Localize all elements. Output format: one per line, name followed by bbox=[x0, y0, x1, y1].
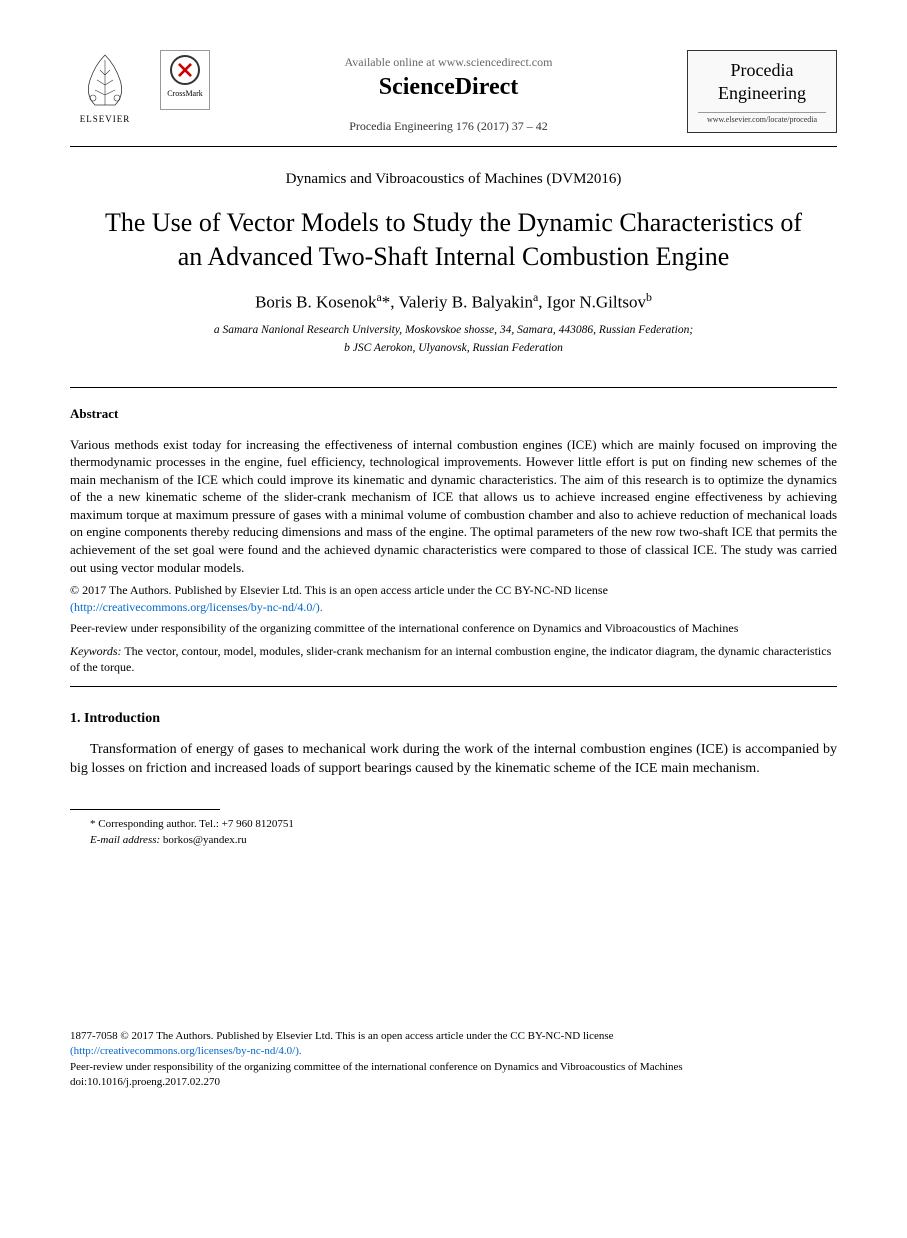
sciencedirect-logo: ScienceDirect bbox=[210, 74, 687, 101]
keywords-line: Keywords: The vector, contour, model, mo… bbox=[70, 643, 837, 677]
journal-name-line2: Engineering bbox=[698, 82, 826, 105]
affiliations: a Samara Nanional Research University, M… bbox=[70, 322, 837, 357]
elsevier-tree-icon bbox=[75, 50, 135, 110]
journal-box: Procedia Engineering www.elsevier.com/lo… bbox=[687, 50, 837, 133]
license-link[interactable]: (http://creativecommons.org/licenses/by-… bbox=[70, 600, 323, 614]
conference-name: Dynamics and Vibroacoustics of Machines … bbox=[70, 171, 837, 188]
footnote-divider bbox=[70, 809, 220, 810]
email-label: E-mail address: bbox=[90, 834, 160, 846]
footer-doi: doi:10.1016/j.proeng.2017.02.270 bbox=[70, 1075, 837, 1090]
elsevier-label: ELSEVIER bbox=[80, 114, 131, 124]
header-divider bbox=[70, 146, 837, 147]
keywords-text: The vector, contour, model, modules, sli… bbox=[70, 644, 831, 675]
abstract-heading: Abstract bbox=[70, 406, 837, 422]
footer-issn-line: 1877-7058 © 2017 The Authors. Published … bbox=[70, 1029, 837, 1044]
elsevier-logo: ELSEVIER bbox=[70, 50, 140, 130]
affiliation-a: a Samara Nanional Research University, M… bbox=[70, 322, 837, 339]
email-value: borkos@yandex.ru bbox=[160, 834, 247, 846]
footer-peer-review: Peer-review under responsibility of the … bbox=[70, 1060, 837, 1075]
header-row: ELSEVIER CrossMark Available online at w… bbox=[70, 50, 837, 134]
crossmark-badge[interactable]: CrossMark bbox=[160, 50, 210, 110]
abstract-top-divider bbox=[70, 387, 837, 388]
abstract-text: Various methods exist today for increasi… bbox=[70, 436, 837, 576]
available-online-text: Available online at www.sciencedirect.co… bbox=[210, 55, 687, 70]
article-title: The Use of Vector Models to Study the Dy… bbox=[70, 206, 837, 274]
peer-review-line: Peer-review under responsibility of the … bbox=[70, 620, 837, 637]
journal-name-line1: Procedia bbox=[698, 59, 826, 82]
copyright-text: © 2017 The Authors. Published by Elsevie… bbox=[70, 583, 608, 597]
copyright-line: © 2017 The Authors. Published by Elsevie… bbox=[70, 582, 837, 616]
footer-license-link[interactable]: (http://creativecommons.org/licenses/by-… bbox=[70, 1044, 837, 1059]
affiliation-b: b JSC Aerokon, Ulyanovsk, Russian Federa… bbox=[70, 340, 837, 357]
header-left: ELSEVIER CrossMark bbox=[70, 50, 210, 130]
locate-url[interactable]: www.elsevier.com/locate/procedia bbox=[698, 112, 826, 124]
corresponding-author: * Corresponding author. Tel.: +7 960 812… bbox=[90, 816, 837, 833]
authors-line: Boris B. Kosenoka*, Valeriy B. Balyakina… bbox=[70, 290, 837, 313]
footnote-block: * Corresponding author. Tel.: +7 960 812… bbox=[70, 816, 837, 849]
keywords-label: Keywords: bbox=[70, 644, 122, 658]
crossmark-icon bbox=[170, 55, 200, 85]
crossmark-label: CrossMark bbox=[167, 89, 203, 98]
section-1-heading: 1. Introduction bbox=[70, 711, 837, 727]
page-footer: 1877-7058 © 2017 The Authors. Published … bbox=[70, 1029, 837, 1091]
abstract-bottom-divider bbox=[70, 686, 837, 687]
header-center: Available online at www.sciencedirect.co… bbox=[210, 50, 687, 134]
intro-paragraph: Transformation of energy of gases to mec… bbox=[70, 741, 837, 779]
citation-line: Procedia Engineering 176 (2017) 37 – 42 bbox=[210, 119, 687, 134]
